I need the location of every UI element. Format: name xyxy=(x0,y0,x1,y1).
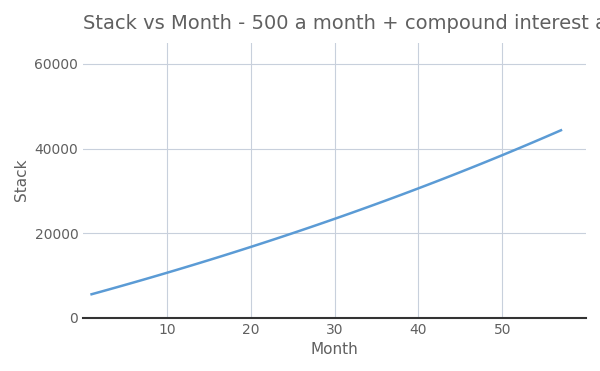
Text: Stack vs Month - 500 a month + compound interest at 10%: Stack vs Month - 500 a month + compound … xyxy=(83,14,600,33)
X-axis label: Month: Month xyxy=(311,342,359,357)
Y-axis label: Stack: Stack xyxy=(14,159,29,201)
